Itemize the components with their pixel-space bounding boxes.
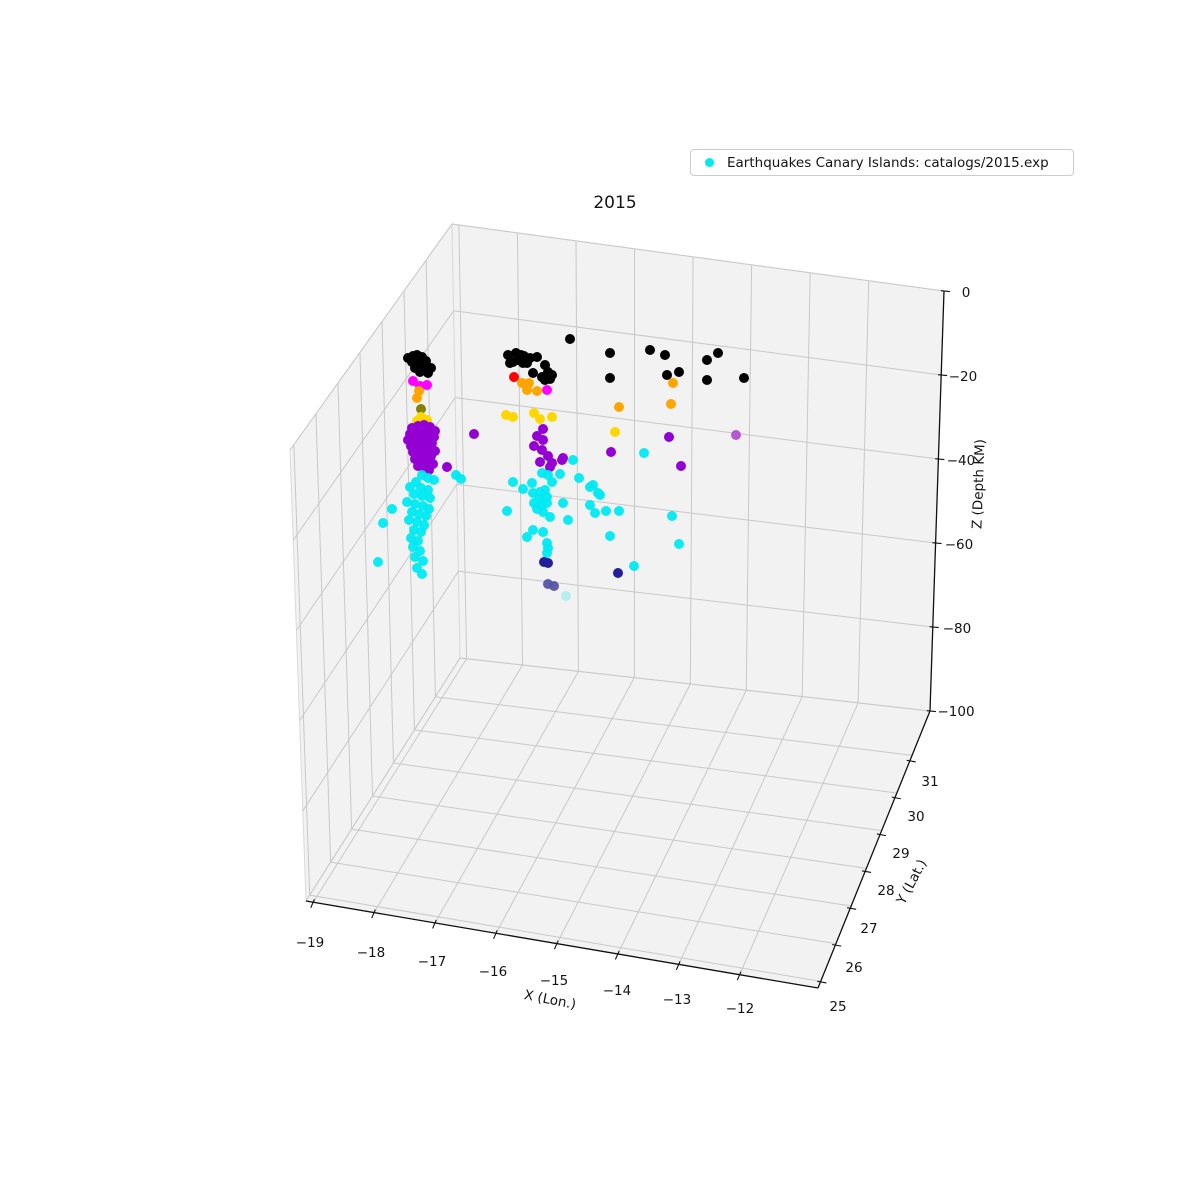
grid-lines — [289, 223, 945, 982]
legend-marker-icon — [705, 158, 714, 167]
scatter-points — [373, 334, 749, 601]
x-tick-label: −17 — [418, 954, 447, 970]
z-axis-label: Z (Depth KM) — [969, 438, 989, 530]
x-tick-label: −12 — [726, 1001, 755, 1017]
series-gold — [412, 408, 620, 437]
y-tick-label: 31 — [921, 774, 938, 790]
series-pale-turquoise — [561, 591, 571, 601]
series-orchid — [731, 430, 741, 440]
y-tick-label: 26 — [845, 960, 862, 976]
series-navy-deep — [539, 557, 623, 578]
plot-title: 2015 — [593, 193, 637, 213]
y-tick-label: 25 — [829, 999, 846, 1015]
x-tick-label: −18 — [357, 945, 386, 961]
tick-labels: −19 −18 −17 −16 −15 −14 −13 −12 25 26 27 28 29 30 31 0 −… — [296, 285, 978, 1017]
series-slate-deep — [543, 579, 559, 591]
z-tick-label: −20 — [949, 369, 978, 385]
axes-panes — [289, 222, 945, 989]
z-tick-label: −100 — [937, 704, 974, 720]
legend: Earthquakes Canary Islands: catalogs/201… — [690, 149, 1074, 176]
z-tick-label: −60 — [945, 537, 974, 553]
legend-label: Earthquakes Canary Islands: catalogs/201… — [727, 154, 1049, 171]
y-tick-label: 28 — [877, 883, 894, 899]
x-tick-label: −15 — [540, 973, 569, 989]
x-tick-label: −14 — [603, 983, 632, 999]
series-cyan — [373, 448, 684, 579]
tick-marks — [310, 290, 950, 984]
y-tick-label: 27 — [860, 921, 877, 937]
series-red — [509, 372, 519, 382]
y-tick-label: 30 — [907, 809, 924, 825]
x-tick-label: −19 — [296, 935, 325, 951]
series-black-shallow — [403, 334, 749, 385]
y-tick-label: 29 — [892, 846, 909, 862]
x-tick-label: −16 — [479, 964, 508, 980]
x-tick-label: −13 — [663, 992, 692, 1008]
z-tick-label: 0 — [962, 285, 971, 301]
series-olive — [416, 404, 426, 414]
series-orange — [412, 378, 678, 412]
z-tick-label: −40 — [947, 453, 976, 469]
series-darkviolet — [403, 420, 686, 475]
z-tick-label: −80 — [943, 621, 972, 637]
axis-lines — [305, 290, 945, 989]
